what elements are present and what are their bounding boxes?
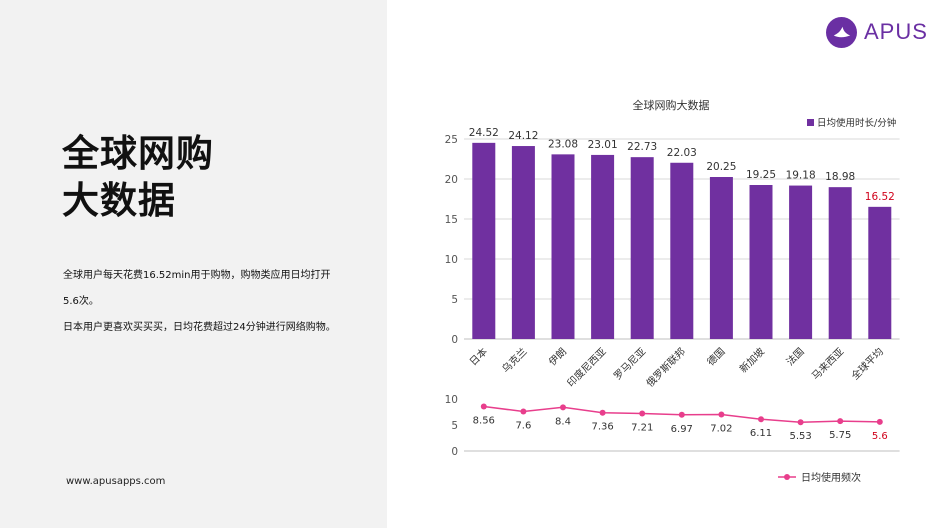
title-line-1: 全球网购 [62,132,214,175]
legend-label-line: 日均使用频次 [801,471,861,484]
line-value-label: 7.36 [591,422,613,433]
bar-value-label: 22.73 [627,141,657,153]
bar-value-label: 19.25 [746,169,776,181]
line-point [520,408,527,415]
x-tick-label: 德国 [704,345,727,368]
line-value-label: 5.6 [872,431,888,442]
y-tick-label: 5 [451,294,458,306]
bar [630,157,654,339]
y-tick-label: 10 [445,254,458,266]
x-tick-label: 日本 [467,345,490,368]
line-point [678,411,685,418]
line-point [718,411,725,418]
line-value-label: 5.75 [829,430,851,441]
line-point [639,410,646,417]
line-y-tick-label: 0 [451,446,458,458]
apus-logo: APUS [826,16,928,48]
y-tick-label: 0 [451,334,458,346]
y-tick-label: 20 [445,174,458,186]
line-value-label: 8.56 [473,415,495,426]
bar-value-label: 16.52 [865,191,895,203]
line-point [758,416,764,423]
line-point [599,409,606,416]
line-value-label: 7.6 [515,420,531,431]
description-line-3: 日本用户更喜欢买买买，日均花费超过24分钟进行网络购物。 [63,322,336,333]
bar-value-label: 23.08 [548,138,578,150]
x-tick-label: 乌克兰 [499,345,529,375]
title-line-2: 大数据 [62,179,176,222]
bar-value-label: 23.01 [588,139,618,151]
bar [789,185,813,339]
line-value-label: 7.02 [710,423,732,434]
apus-logo-icon [826,16,857,48]
y-tick-label: 15 [445,214,458,226]
bar-value-label: 19.18 [786,170,816,182]
line-point [837,418,844,425]
bar-value-label: 24.12 [508,130,538,142]
line-point [797,419,804,426]
x-tick-label: 俄罗斯联邦 [643,345,688,390]
line-y-tick-label: 10 [445,394,458,406]
bar-value-label: 18.98 [825,171,855,183]
logo-text: APUS [864,19,928,44]
legend-label-bar: 日均使用时长/分钟 [817,117,896,129]
legend-swatch-line-marker [784,474,790,480]
x-tick-label: 伊朗 [546,346,569,369]
bar [551,154,575,339]
line-value-label: 5.53 [789,431,811,442]
bar [472,142,496,339]
bar [511,146,535,339]
chart-title: 全球网购大数据 [633,98,710,112]
y-tick-label: 25 [445,134,458,146]
line-value-label: 8.4 [555,416,571,427]
line-value-label: 7.21 [631,423,653,434]
website-link[interactable]: www.apusapps.com [66,476,166,487]
bar [591,154,615,339]
x-tick-label: 马来西亚 [810,346,847,383]
description-line-1: 全球用户每天花费16.52min用于购物，购物类应用日均打开 [63,270,331,281]
line-value-label: 6.97 [671,424,693,435]
bar [749,185,773,339]
line-value-label: 6.11 [750,428,772,439]
bar [670,162,694,339]
x-tick-label: 全球平均 [848,345,885,382]
bar [828,187,852,339]
x-tick-label: 罗马尼亚 [612,346,649,383]
bar-value-label: 20.25 [706,161,736,173]
left-panel: 全球网购 大数据 全球用户每天花费16.52min用于购物，购物类应用日均打开 … [0,0,387,528]
bar-value-label: 24.52 [469,127,499,139]
bar-value-label: 22.03 [667,147,697,159]
x-tick-label: 印度尼西亚 [564,345,609,390]
bar [868,206,892,339]
page-title: 全球网购 大数据 [62,130,214,224]
legend-swatch-bar [807,119,814,126]
x-tick-label: 法国 [783,345,806,368]
line-point [480,403,487,410]
description-line-2: 5.6次。 [63,296,99,307]
x-tick-label: 新加坡 [737,345,767,375]
line-point [876,418,883,425]
line-point [560,404,566,411]
bar [709,177,733,339]
description: 全球用户每天花费16.52min用于购物，购物类应用日均打开 5.6次。 日本用… [63,263,383,341]
line-y-tick-label: 5 [451,420,458,432]
